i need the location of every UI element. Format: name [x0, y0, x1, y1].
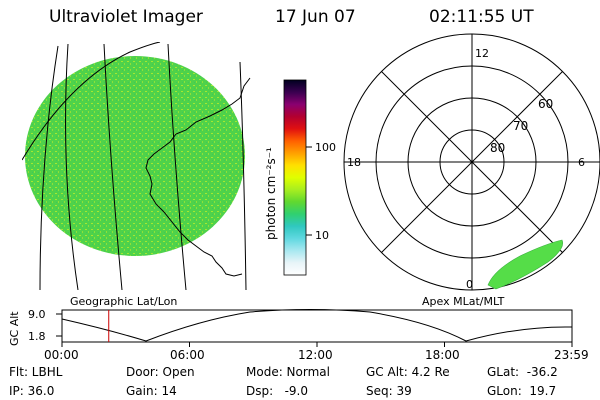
longitude-line: [103, 43, 123, 290]
xtick-label-1800: 18:00: [425, 348, 460, 362]
colorbar-tick-100: 100: [315, 141, 336, 154]
glon-info: GLon: 19.7: [487, 384, 557, 398]
longitude-line: [65, 43, 79, 290]
date-label: 17 Jun 07: [275, 7, 356, 27]
colorbar-tick-10: 10: [315, 229, 329, 242]
colorbar-unit-label: photon cm⁻²s⁻¹: [264, 147, 278, 240]
mlt-label-12: 12: [475, 47, 489, 60]
xtick-label-0000: 00:00: [44, 348, 79, 362]
longitude-line: [39, 45, 59, 290]
mlt-label-6: 6: [578, 156, 585, 169]
dsp-info: Dsp: -9.0: [246, 384, 309, 398]
longitude-line: [239, 61, 247, 290]
mlat-label-70: 70: [513, 119, 529, 133]
door-info: Door: Open: [126, 365, 195, 379]
altitude-ytick-9: 9.0: [28, 308, 46, 321]
auroral-emission: [487, 239, 563, 290]
filter-info: Flt: LBHL: [9, 365, 63, 379]
mlat-label-80: 80: [490, 141, 506, 155]
time-label: 02:11:55 UT: [429, 7, 534, 27]
left-panel-caption: Geographic Lat/Lon: [70, 295, 178, 308]
altitude-ylabel: GC Alt: [8, 311, 21, 346]
uv-earth-disk: [25, 56, 245, 256]
gain-info: Gain: 14: [126, 384, 177, 398]
altitude-curve: [61, 309, 573, 342]
mlt-label-0: 0: [466, 278, 473, 291]
longitude-line: [167, 43, 187, 290]
polar-plot: [343, 33, 600, 291]
colorbar: [283, 79, 312, 276]
coastline: [145, 77, 251, 277]
polar-diagonal: [381, 71, 563, 253]
gc-alt-info: GC Alt: 4.2 Re: [366, 365, 450, 379]
altitude-plot-frame: [61, 309, 573, 343]
glat-info: GLat: -36.2: [487, 365, 558, 379]
latitude-line: [22, 42, 161, 161]
ip-info: IP: 36.0: [9, 384, 55, 398]
xtick-label-1200: 12:00: [298, 348, 333, 362]
instrument-title: Ultraviolet Imager: [49, 7, 203, 27]
mode-info: Mode: Normal: [246, 365, 330, 379]
xtick-label-2359: 23:59: [554, 348, 589, 362]
mlat-label-60: 60: [538, 97, 554, 111]
colorbar-scale: [283, 79, 307, 276]
right-panel-caption: Apex MLat/MLT: [422, 295, 505, 308]
altitude-ytick-1-8: 1.8: [28, 330, 46, 343]
xtick-label-0600: 06:00: [170, 348, 205, 362]
seq-info: Seq: 39: [366, 384, 412, 398]
geographic-map: [22, 42, 251, 290]
altitude-plot: [56, 309, 573, 347]
mlt-label-18: 18: [347, 156, 361, 169]
